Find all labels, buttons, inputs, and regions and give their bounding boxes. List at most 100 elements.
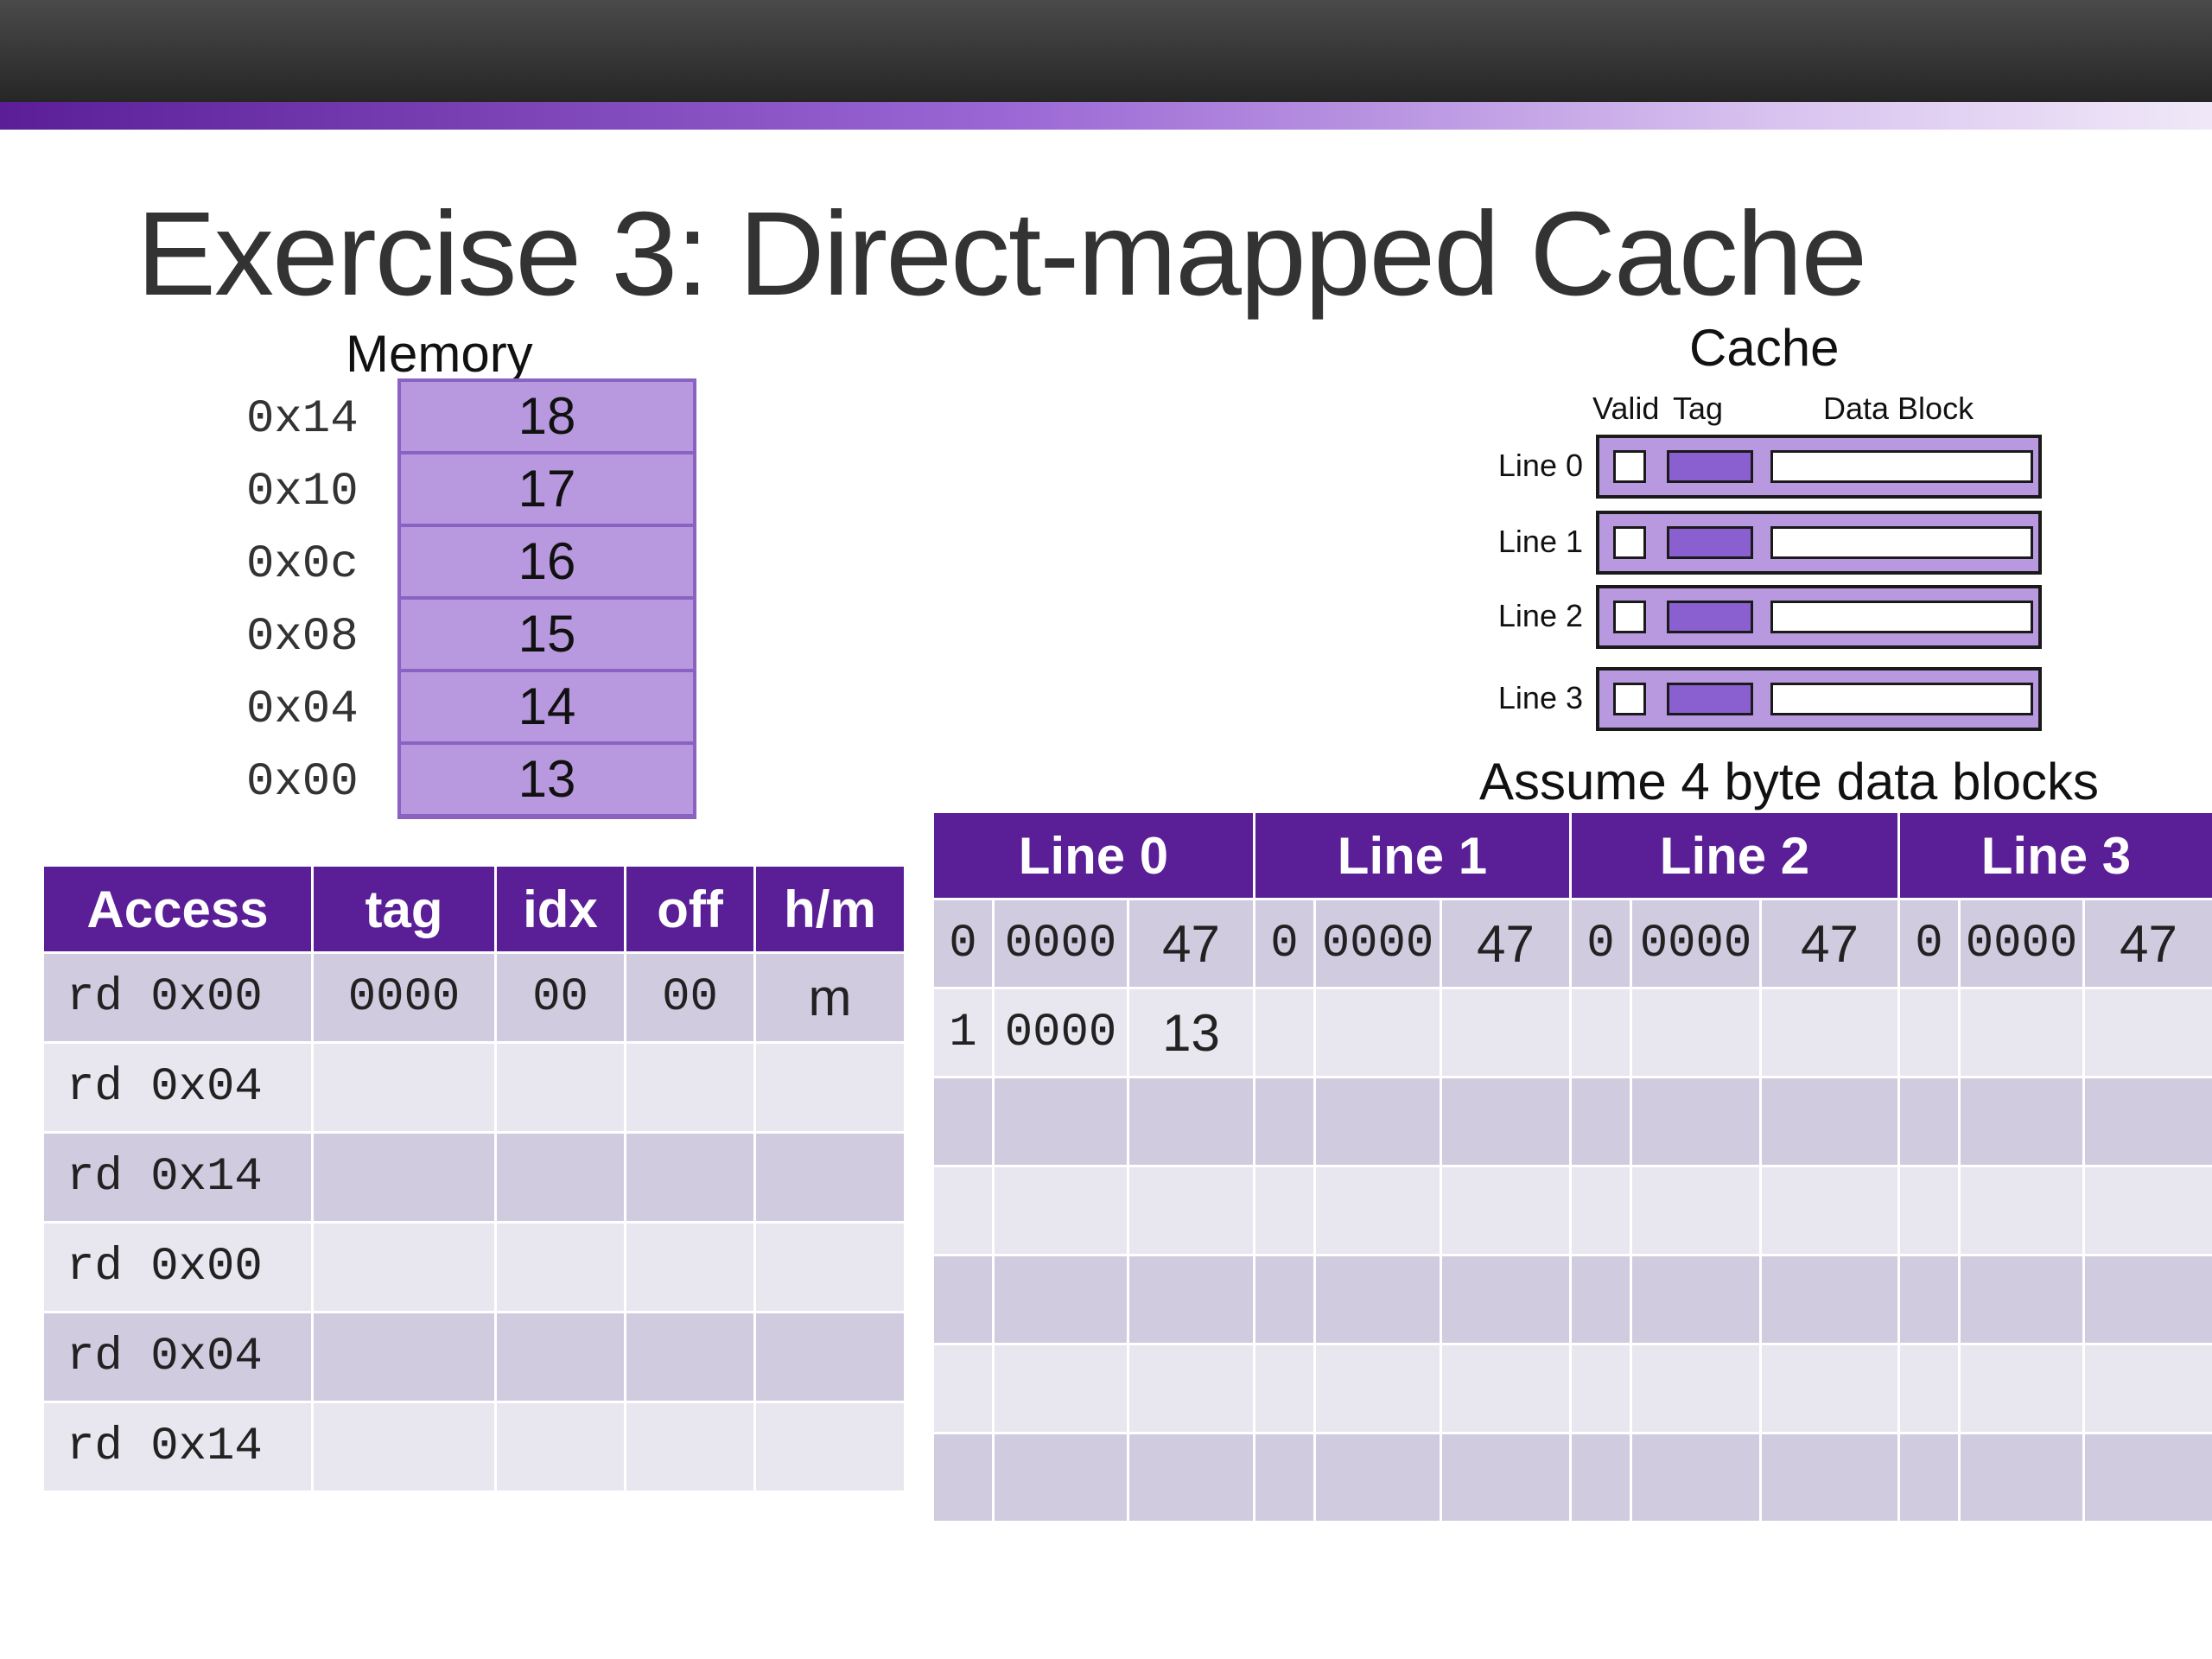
tag-cell[interactable] bbox=[1958, 1076, 2085, 1167]
data-cell[interactable] bbox=[1759, 1254, 1900, 1345]
tag-cell[interactable] bbox=[1630, 1343, 1762, 1434]
tag-cell[interactable] bbox=[1313, 1343, 1442, 1434]
tag-cell[interactable] bbox=[992, 1432, 1129, 1523]
valid-cell[interactable] bbox=[931, 1076, 995, 1167]
tag-cell[interactable]: 0000 bbox=[1630, 898, 1762, 989]
off-cell[interactable] bbox=[624, 1311, 756, 1403]
hit-miss-cell[interactable]: m bbox=[753, 951, 906, 1044]
data-cell[interactable] bbox=[1759, 987, 1900, 1078]
tag-cell[interactable] bbox=[992, 1076, 1129, 1167]
tag-cell[interactable] bbox=[311, 1131, 497, 1224]
valid-cell[interactable] bbox=[1897, 1343, 1961, 1434]
valid-cell[interactable] bbox=[1569, 1343, 1632, 1434]
valid-cell[interactable] bbox=[1569, 1254, 1632, 1345]
data-cell[interactable] bbox=[2082, 1432, 2212, 1523]
data-cell[interactable] bbox=[1440, 987, 1572, 1078]
valid-cell[interactable] bbox=[1897, 987, 1961, 1078]
idx-cell[interactable] bbox=[494, 1041, 626, 1134]
data-cell[interactable] bbox=[1127, 1254, 1255, 1345]
tag-cell[interactable]: 0000 bbox=[1958, 898, 2085, 989]
data-cell[interactable]: 47 bbox=[1440, 898, 1572, 989]
data-cell[interactable] bbox=[1759, 1432, 1900, 1523]
valid-cell[interactable]: 1 bbox=[931, 987, 995, 1078]
tag-cell[interactable] bbox=[1313, 1432, 1442, 1523]
valid-cell[interactable] bbox=[1253, 1165, 1316, 1256]
idx-cell[interactable] bbox=[494, 1131, 626, 1224]
tag-cell[interactable] bbox=[1630, 1432, 1762, 1523]
tag-cell[interactable] bbox=[311, 1221, 497, 1313]
data-cell[interactable]: 47 bbox=[1127, 898, 1255, 989]
data-cell[interactable] bbox=[1440, 1254, 1572, 1345]
data-cell[interactable] bbox=[2082, 1254, 2212, 1345]
tag-cell[interactable]: 0000 bbox=[1313, 898, 1442, 989]
idx-cell[interactable]: 00 bbox=[494, 951, 626, 1044]
valid-cell[interactable] bbox=[931, 1254, 995, 1345]
data-cell[interactable]: 13 bbox=[1127, 987, 1255, 1078]
valid-cell[interactable] bbox=[1569, 1165, 1632, 1256]
off-cell[interactable]: 00 bbox=[624, 951, 756, 1044]
tag-cell[interactable] bbox=[1958, 1165, 2085, 1256]
valid-cell[interactable] bbox=[1253, 1254, 1316, 1345]
valid-cell[interactable] bbox=[1897, 1432, 1961, 1523]
hit-miss-cell[interactable] bbox=[753, 1311, 906, 1403]
data-cell[interactable] bbox=[1759, 1343, 1900, 1434]
tag-cell[interactable] bbox=[992, 1254, 1129, 1345]
data-cell[interactable] bbox=[2082, 1343, 2212, 1434]
tag-cell[interactable] bbox=[311, 1401, 497, 1493]
hit-miss-cell[interactable] bbox=[753, 1041, 906, 1134]
tag-cell[interactable] bbox=[311, 1311, 497, 1403]
data-cell[interactable] bbox=[1440, 1076, 1572, 1167]
valid-cell[interactable] bbox=[1253, 1343, 1316, 1434]
data-cell[interactable] bbox=[2082, 987, 2212, 1078]
data-cell[interactable] bbox=[2082, 1076, 2212, 1167]
off-cell[interactable] bbox=[624, 1401, 756, 1493]
data-cell[interactable] bbox=[1127, 1076, 1255, 1167]
valid-cell[interactable]: 0 bbox=[1253, 898, 1316, 989]
tag-cell[interactable] bbox=[1313, 1254, 1442, 1345]
idx-cell[interactable] bbox=[494, 1401, 626, 1493]
data-cell[interactable]: 47 bbox=[1759, 898, 1900, 989]
data-cell[interactable] bbox=[1759, 1165, 1900, 1256]
off-cell[interactable] bbox=[624, 1131, 756, 1224]
valid-cell[interactable] bbox=[931, 1432, 995, 1523]
tag-cell[interactable] bbox=[1958, 1432, 2085, 1523]
off-cell[interactable] bbox=[624, 1221, 756, 1313]
tag-cell[interactable] bbox=[1313, 1165, 1442, 1256]
data-cell[interactable] bbox=[1440, 1165, 1572, 1256]
idx-cell[interactable] bbox=[494, 1311, 626, 1403]
data-cell[interactable] bbox=[2082, 1165, 2212, 1256]
valid-cell[interactable]: 0 bbox=[931, 898, 995, 989]
tag-cell[interactable]: 0000 bbox=[992, 898, 1129, 989]
hit-miss-cell[interactable] bbox=[753, 1401, 906, 1493]
tag-cell[interactable] bbox=[1958, 1343, 2085, 1434]
data-cell[interactable] bbox=[1440, 1343, 1572, 1434]
hit-miss-cell[interactable] bbox=[753, 1221, 906, 1313]
valid-cell[interactable]: 0 bbox=[1897, 898, 1961, 989]
data-cell[interactable] bbox=[1127, 1165, 1255, 1256]
tag-cell[interactable] bbox=[1958, 1254, 2085, 1345]
valid-cell[interactable] bbox=[1569, 1432, 1632, 1523]
tag-cell[interactable] bbox=[1630, 1076, 1762, 1167]
data-cell[interactable] bbox=[1127, 1343, 1255, 1434]
tag-cell[interactable] bbox=[1313, 1076, 1442, 1167]
tag-cell[interactable] bbox=[1630, 1165, 1762, 1256]
tag-cell[interactable] bbox=[1313, 987, 1442, 1078]
tag-cell[interactable] bbox=[311, 1041, 497, 1134]
valid-cell[interactable] bbox=[1569, 987, 1632, 1078]
data-cell[interactable] bbox=[1440, 1432, 1572, 1523]
tag-cell[interactable] bbox=[1630, 1254, 1762, 1345]
tag-cell[interactable] bbox=[992, 1165, 1129, 1256]
hit-miss-cell[interactable] bbox=[753, 1131, 906, 1224]
tag-cell[interactable] bbox=[992, 1343, 1129, 1434]
valid-cell[interactable] bbox=[931, 1165, 995, 1256]
valid-cell[interactable]: 0 bbox=[1569, 898, 1632, 989]
valid-cell[interactable] bbox=[1569, 1076, 1632, 1167]
valid-cell[interactable] bbox=[1897, 1165, 1961, 1256]
off-cell[interactable] bbox=[624, 1041, 756, 1134]
tag-cell[interactable]: 0000 bbox=[992, 987, 1129, 1078]
valid-cell[interactable] bbox=[1897, 1076, 1961, 1167]
valid-cell[interactable] bbox=[1253, 987, 1316, 1078]
valid-cell[interactable] bbox=[1897, 1254, 1961, 1345]
tag-cell[interactable] bbox=[1958, 987, 2085, 1078]
valid-cell[interactable] bbox=[1253, 1076, 1316, 1167]
